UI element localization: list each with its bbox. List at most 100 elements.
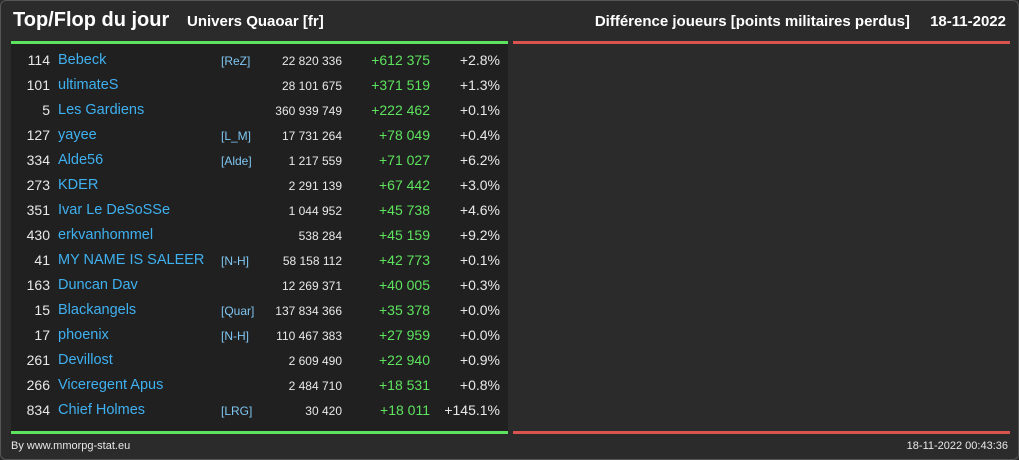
player-rank: 334 — [26, 152, 50, 168]
alliance-tag-link[interactable]: [Quar] — [221, 304, 255, 318]
percent-change: +1.3% — [459, 77, 500, 93]
player-points: 30 420 — [305, 404, 342, 418]
player-name-link[interactable]: Duncan Dav — [58, 277, 138, 293]
flop-panel — [513, 41, 1010, 432]
page-title: Top/Flop du jour — [13, 9, 170, 31]
percent-change: +0.3% — [459, 277, 500, 293]
top-players-list: 114 Bebeck [ReZ] 22 820 336 +612 375 +2.8% 101… — [11, 48, 508, 423]
source-link[interactable]: By www.mmorpg-stat.eu — [11, 440, 131, 452]
date-label: 18-11-2022 — [930, 13, 1006, 30]
points-difference: +45 159 — [379, 227, 430, 243]
points-difference: +71 027 — [379, 152, 430, 168]
player-points: 360 939 749 — [275, 104, 342, 118]
table-row: 101 ultimateS 28 101 675 +371 519 +1.3% — [11, 73, 508, 98]
player-name-link[interactable]: phoenix — [58, 327, 109, 343]
table-row: 17 phoenix [N-H] 110 467 383 +27 959 +0.0% — [11, 323, 508, 348]
alliance-tag-link[interactable]: [N-H] — [221, 329, 249, 343]
player-points: 58 158 112 — [282, 254, 342, 268]
player-points: 110 467 383 — [276, 329, 342, 343]
player-points: 137 834 366 — [275, 304, 342, 318]
player-rank: 114 — [27, 52, 50, 68]
percent-change: +0.1% — [459, 102, 500, 118]
percent-change: +3.0% — [459, 177, 500, 193]
player-name-link[interactable]: KDER — [58, 177, 99, 193]
player-rank: 163 — [26, 277, 50, 293]
table-row: 127 yayee [L_M] 17 731 264 +78 049 +0.4% — [11, 123, 508, 148]
percent-change: +6.2% — [459, 152, 500, 168]
percent-change: +0.0% — [459, 302, 500, 318]
alliance-tag-link[interactable]: [Alde] — [221, 154, 252, 168]
flop-panel-bottom-bar — [513, 431, 1010, 434]
table-row: 834 Chief Holmes [LRG] 30 420 +18 011 +145.1% — [11, 398, 508, 423]
alliance-tag-link[interactable]: [L_M] — [221, 129, 252, 143]
metric-header: Différence joueurs [points militaires pe… — [595, 13, 1006, 30]
player-rank: 266 — [26, 377, 50, 393]
player-rank: 41 — [34, 252, 50, 268]
player-points: 28 101 675 — [281, 79, 342, 93]
player-points: 2 484 710 — [288, 379, 342, 393]
player-points: 1 044 952 — [288, 204, 342, 218]
player-rank: 17 — [34, 327, 50, 343]
points-difference: +40 005 — [379, 277, 430, 293]
table-row: 41 MY NAME IS SALEER [N-H] 58 158 112 +42 77… — [11, 248, 508, 273]
percent-change: +0.1% — [459, 252, 500, 268]
points-difference: +27 959 — [379, 327, 430, 343]
top-panel-top-bar — [11, 41, 508, 44]
player-name-link[interactable]: ultimateS — [58, 77, 119, 93]
player-name-link[interactable]: erkvanhommel — [58, 227, 154, 243]
points-difference: +42 773 — [379, 252, 430, 268]
player-rank: 5 — [42, 102, 50, 118]
table-row: 5 Les Gardiens 360 939 749 +222 462 +0.1% — [11, 98, 508, 123]
percent-change: +0.4% — [459, 127, 500, 143]
points-difference: +18 011 — [380, 402, 430, 418]
points-difference: +18 531 — [379, 377, 430, 393]
percent-change: +145.1% — [444, 402, 500, 418]
player-points: 17 731 264 — [281, 129, 342, 143]
player-name-link[interactable]: Bebeck — [58, 52, 107, 68]
player-points: 2 609 490 — [288, 354, 342, 368]
player-name-link[interactable]: yayee — [58, 127, 97, 143]
alliance-tag-link[interactable]: [LRG] — [221, 404, 253, 418]
player-name-link[interactable]: Les Gardiens — [58, 102, 145, 118]
player-name-link[interactable]: Viceregent Apus — [58, 377, 164, 393]
alliance-tag-link[interactable]: [ReZ] — [221, 54, 251, 68]
player-rank: 101 — [26, 77, 50, 93]
table-row: 430 erkvanhommel 538 284 +45 159 +9.2% — [11, 223, 508, 248]
table-row: 15 Blackangels [Quar] 137 834 366 +35 378 +0.… — [11, 298, 508, 323]
player-rank: 351 — [26, 202, 50, 218]
player-name-link[interactable]: MY NAME IS SALEER — [58, 252, 205, 268]
points-difference: +67 442 — [379, 177, 430, 193]
percent-change: +4.6% — [459, 202, 500, 218]
header: Top/Flop du jour Univers Quaoar [fr] Dif… — [13, 9, 1006, 35]
percent-change: +0.8% — [459, 377, 500, 393]
player-name-link[interactable]: Blackangels — [58, 302, 137, 318]
table-row: 261 Devillost 2 609 490 +22 940 +0.9% — [11, 348, 508, 373]
player-points: 2 291 139 — [288, 179, 342, 193]
percent-change: +0.9% — [459, 352, 500, 368]
player-points: 22 820 336 — [281, 54, 342, 68]
table-row: 351 Ivar Le DeSoSSe 1 044 952 +45 738 +4.6% — [11, 198, 508, 223]
points-difference: +612 375 — [371, 52, 430, 68]
points-difference: +22 940 — [379, 352, 430, 368]
player-name-link[interactable]: Alde56 — [58, 152, 104, 168]
player-name-link[interactable]: Devillost — [58, 352, 113, 368]
player-name-link[interactable]: Ivar Le DeSoSSe — [58, 202, 171, 218]
top-panel — [11, 41, 508, 432]
player-name-link[interactable]: Chief Holmes — [58, 402, 146, 418]
percent-change: +9.2% — [459, 227, 500, 243]
player-points: 538 284 — [298, 229, 342, 243]
top-panel-bottom-bar — [11, 431, 508, 434]
player-points: 12 269 371 — [281, 279, 342, 293]
player-rank: 834 — [26, 402, 50, 418]
percent-change: +0.0% — [459, 327, 500, 343]
percent-change: +2.8% — [459, 52, 500, 68]
points-difference: +35 378 — [379, 302, 430, 318]
points-difference: +371 519 — [371, 77, 430, 93]
flop-panel-top-bar — [513, 41, 1010, 44]
points-difference: +222 462 — [371, 102, 430, 118]
alliance-tag-link[interactable]: [N-H] — [221, 254, 249, 268]
table-row: 163 Duncan Dav 12 269 371 +40 005 +0.3% — [11, 273, 508, 298]
generated-timestamp: 18-11-2022 00:43:36 — [906, 440, 1008, 452]
player-rank: 273 — [26, 177, 50, 193]
